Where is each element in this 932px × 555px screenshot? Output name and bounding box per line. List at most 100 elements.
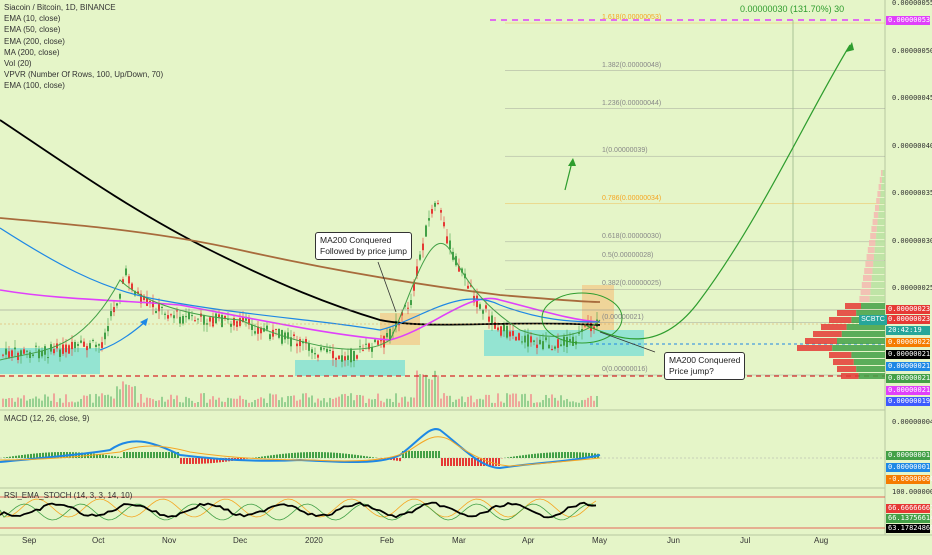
candle-body: [491, 315, 493, 323]
macd-histogram-bar: [183, 458, 185, 464]
rsi-pane-label[interactable]: RSI_EMA_STOCH (14, 3, 3, 14, 10): [4, 491, 132, 500]
macd-histogram-bar: [141, 452, 143, 458]
fib-level-label: 0.786(0.00000034): [602, 195, 661, 202]
price-tick: 0.00000040: [892, 142, 932, 150]
volume-bar: [218, 398, 220, 407]
volume-bar: [104, 395, 106, 407]
legend-indicator[interactable]: VPVR (Number Of Rows, 100, Up/Down, 70): [4, 69, 163, 80]
legend-indicator[interactable]: EMA (50, close): [4, 24, 163, 35]
candle-body: [77, 344, 79, 346]
macd-histogram-bar: [123, 452, 125, 458]
callout-text: MA200 Conquered: [320, 235, 407, 246]
volume-bar: [113, 399, 115, 407]
vpvr-down-bar: [873, 219, 878, 225]
volume-bar: [86, 396, 88, 407]
macd-histogram-bar: [282, 454, 284, 458]
vpvr-up-bar: [873, 261, 885, 267]
volume-bar: [17, 397, 19, 407]
macd-tag: 0.00000001: [886, 463, 930, 472]
volume-bar: [59, 398, 61, 407]
vpvr-up-bar: [881, 184, 885, 190]
volume-bar: [221, 402, 223, 407]
candle-body: [254, 331, 256, 333]
candle-body: [449, 241, 451, 250]
volume-bar: [185, 397, 187, 407]
fib-level-label: 0(0.00000016): [602, 366, 648, 373]
candle-body: [209, 317, 211, 321]
candle-body: [191, 315, 193, 316]
legend-indicator[interactable]: EMA (100, close): [4, 80, 163, 91]
time-tick: Jun: [667, 536, 680, 545]
macd-pane-label[interactable]: MACD (12, 26, close, 9): [4, 414, 89, 423]
vpvr-up-bar: [875, 240, 885, 246]
candle-body: [155, 311, 157, 313]
legend-indicator[interactable]: Vol (20): [4, 58, 163, 69]
macd-histogram-bar: [336, 453, 338, 458]
candle-body: [164, 314, 166, 315]
volume-bar: [584, 400, 586, 407]
legend-title[interactable]: Siacoin / Bitcoin, 1D, BINANCE: [4, 2, 163, 13]
candle-body: [317, 355, 319, 358]
candle-body: [437, 203, 439, 204]
volume-bar: [404, 397, 406, 407]
macd-histogram-bar: [12, 456, 14, 458]
legend-indicator[interactable]: EMA (200, close): [4, 36, 163, 47]
volume-bar: [395, 393, 397, 407]
macd-histogram-bar: [294, 453, 296, 458]
macd-histogram-bar: [525, 455, 527, 458]
macd-tag: 0.00000001: [886, 451, 930, 460]
volume-bar: [50, 401, 52, 407]
candle-body: [119, 294, 121, 299]
candle-body: [266, 326, 268, 330]
volume-bar: [281, 397, 283, 407]
candle-body: [65, 345, 67, 353]
macd-histogram-bar: [411, 451, 413, 458]
macd-histogram-bar: [279, 454, 281, 458]
candle-body: [338, 356, 340, 359]
candle-body: [524, 336, 526, 343]
volume-bar: [503, 403, 505, 407]
fib-level-label: 0.5(0.00000028): [602, 252, 653, 259]
candle-body: [269, 334, 271, 339]
macd-tick: 0.00000004: [892, 418, 932, 426]
macd-histogram-bar: [531, 454, 533, 458]
vpvr-up-bar: [837, 338, 885, 344]
fib-level-label: 1.236(0.00000044): [602, 100, 661, 107]
volume-bar: [359, 395, 361, 407]
macd-histogram-bar: [468, 458, 470, 466]
volume-bar: [188, 398, 190, 407]
legend-indicator[interactable]: MA (200, close): [4, 47, 163, 58]
volume-bar: [530, 394, 532, 407]
legend-indicator[interactable]: EMA (10, close): [4, 13, 163, 24]
candle-body: [497, 327, 499, 330]
time-tick: Apr: [522, 536, 534, 545]
price-tag: 0.00000021: [886, 386, 930, 395]
volume-profile: [797, 170, 885, 379]
macd-histogram-bar: [255, 457, 257, 458]
macd-histogram-bar: [120, 457, 122, 458]
price-tick: 0.00000050: [892, 47, 932, 55]
volume-bar: [449, 396, 451, 407]
volume-bar: [227, 398, 229, 407]
macd-histogram-bar: [519, 456, 521, 458]
macd-histogram-bar: [492, 458, 494, 466]
volume-bar: [572, 401, 574, 407]
volume-bar: [305, 393, 307, 407]
volume-bar: [173, 399, 175, 407]
volume-bar: [377, 394, 379, 407]
candle-body: [572, 337, 574, 346]
candle-body: [101, 342, 103, 348]
vpvr-up-bar: [851, 352, 885, 358]
macd-histogram-bar: [303, 452, 305, 458]
candle-body: [161, 307, 163, 308]
macd-histogram-bar: [363, 456, 365, 458]
macd-histogram-bar: [267, 456, 269, 458]
candle-body: [116, 303, 118, 305]
indicator-legend[interactable]: Siacoin / Bitcoin, 1D, BINANCE EMA (10, …: [4, 2, 163, 92]
volume-bar: [512, 393, 514, 407]
volume-bar: [230, 398, 232, 407]
vpvr-down-bar: [859, 296, 869, 302]
volume-bar: [332, 399, 334, 407]
candle-body: [512, 331, 514, 336]
